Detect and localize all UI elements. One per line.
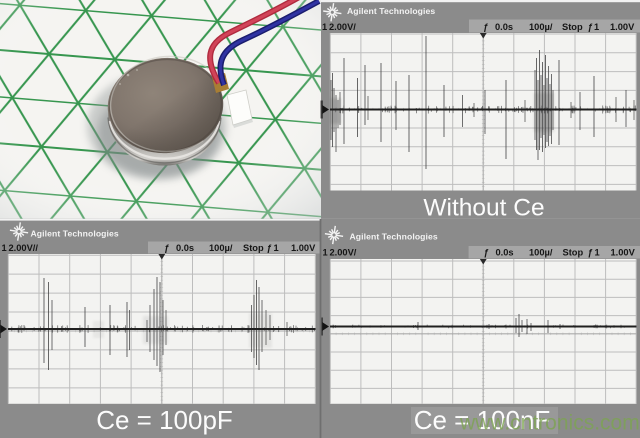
svg-text:ƒ: ƒ [588,22,593,32]
svg-text:1: 1 [594,22,599,32]
svg-text:Stop: Stop [562,22,583,32]
svg-text:ƒ: ƒ [484,248,489,258]
svg-text:Ce = 100nF: Ce = 100nF [414,405,551,435]
svg-text:2.00V/: 2.00V/ [330,248,357,258]
svg-text:ƒ: ƒ [588,248,593,258]
svg-text:1: 1 [323,248,328,258]
svg-text:1.00V: 1.00V [610,22,635,32]
svg-text:1: 1 [274,243,279,253]
svg-text:Agilent Technologies: Agilent Technologies [31,228,119,238]
svg-text:2.00V//: 2.00V// [9,243,39,253]
svg-text:1: 1 [322,22,327,32]
svg-text:100µ/: 100µ/ [209,243,233,253]
svg-text:0.0s: 0.0s [176,243,194,253]
svg-text:Stop: Stop [563,248,584,258]
svg-text:0.0s: 0.0s [495,22,513,32]
svg-text:ƒ: ƒ [164,243,169,253]
svg-text:100µ/: 100µ/ [529,248,553,258]
svg-text:100µ/: 100µ/ [529,22,553,32]
svg-text:2.00V/: 2.00V/ [329,22,356,32]
svg-text:ƒ: ƒ [267,243,272,253]
svg-text:Ce = 100pF: Ce = 100pF [96,405,233,435]
svg-text:1: 1 [2,243,7,253]
svg-text:1.00V: 1.00V [291,243,316,253]
svg-text:0.0s: 0.0s [496,248,514,258]
svg-text:ƒ: ƒ [483,22,488,32]
svg-text:Agilent Technologies: Agilent Technologies [350,231,438,241]
svg-text:Without Ce: Without Ce [423,195,544,222]
svg-text:1.00V: 1.00V [611,248,636,258]
svg-text:www.cntronics.com: www.cntronics.com [459,412,640,435]
svg-text:Stop: Stop [243,243,264,253]
svg-text:1: 1 [595,248,600,258]
svg-text:Agilent Technologies: Agilent Technologies [347,6,435,16]
